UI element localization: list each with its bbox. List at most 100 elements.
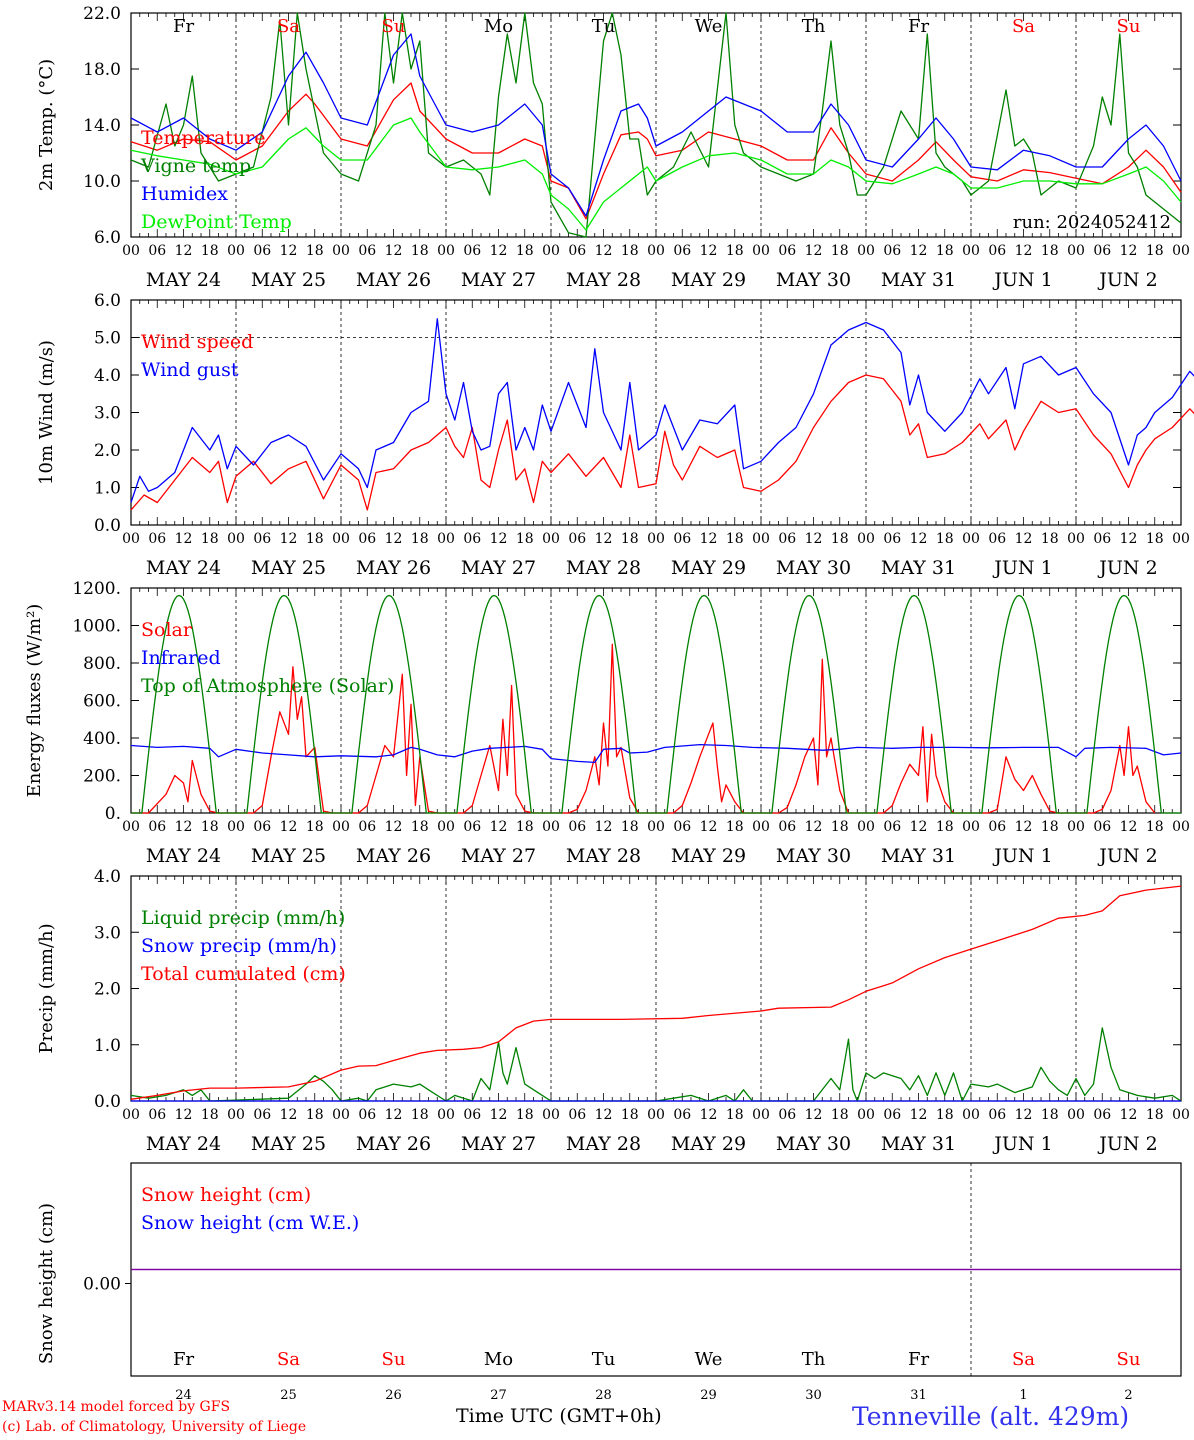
day-label: MAY 28 [566,269,641,291]
y-tick-label: 10.0 [83,172,121,192]
hour-tick-label: 18 [1041,819,1059,835]
hour-tick-label: 06 [1093,1107,1111,1123]
y-axis-label: 10m Wind (m/s) [36,340,57,485]
hour-tick-label: 00 [1067,243,1085,259]
hour-tick-label: 12 [490,243,508,259]
weekday-label: Th [802,1349,826,1370]
hour-tick-label: 00 [1067,819,1085,835]
weekday-label: Fr [173,16,194,37]
y-axis-label: Energy fluxes (W/m²) [24,604,45,798]
hour-tick-label: 12 [700,531,718,547]
weekday-label: Th [802,16,826,37]
day-label: JUN 2 [1097,1133,1157,1155]
day-label: MAY 25 [251,557,326,579]
hour-tick-label: 18 [831,531,849,547]
legend-entry: Total cumulated (cm) [141,963,346,985]
y-tick-label: 1.0 [94,1036,121,1056]
day-label: MAY 25 [251,269,326,291]
hour-tick-label: 18 [1041,1107,1059,1123]
hour-tick-label: 00 [752,1107,770,1123]
hour-tick-label: 00 [962,1107,980,1123]
y-tick-label: 3.0 [94,923,121,943]
weekday-label: Fr [908,1349,929,1370]
hour-tick-label: 06 [988,1107,1006,1123]
y-tick-label: 6.0 [94,228,121,248]
series-line-lightgreen [130,117,1182,231]
weekday-label: Su [382,1349,406,1370]
day-number-label: 1 [1019,1388,1027,1403]
day-number-label: 26 [385,1388,402,1403]
series-line-blue [130,743,1182,764]
panel-frame-wind [130,299,1182,526]
hour-tick-label: 12 [910,531,928,547]
day-label: JUN 2 [1097,557,1157,579]
y-axis-label: 2m Temp. (°C) [36,59,57,191]
hour-tick-label: 12 [385,819,403,835]
day-label: MAY 30 [776,269,851,291]
weekday-label: Tu [592,1349,616,1370]
hour-tick-label: 00 [122,531,140,547]
hour-tick-label: 06 [778,243,796,259]
hour-tick-label: 06 [778,819,796,835]
hour-tick-label: 18 [411,819,429,835]
hour-tick-label: 06 [883,243,901,259]
legend-entry: Snow height (cm W.E.) [141,1212,359,1234]
hour-tick-label: 00 [122,819,140,835]
y-tick-label: 200. [83,767,121,787]
hour-tick-label: 06 [673,1107,691,1123]
hour-tick-label: 00 [437,819,455,835]
hour-tick-label: 00 [332,531,350,547]
hour-tick-label: 00 [962,243,980,259]
hour-tick-label: 12 [175,531,193,547]
day-number-label: 29 [700,1388,717,1403]
hour-tick-label: 18 [1146,819,1164,835]
hour-tick-label: 06 [463,819,481,835]
series-line-red [130,374,1194,511]
hour-tick-label: 06 [253,243,271,259]
hour-tick-label: 06 [988,531,1006,547]
hour-tick-label: 18 [1041,243,1059,259]
day-label: JUN 1 [992,845,1052,867]
hour-tick-label: 06 [883,1107,901,1123]
weekday-label: Sa [1012,1349,1035,1370]
day-label: MAY 27 [461,269,536,291]
legend-entry: Infrared [141,647,221,669]
day-label: MAY 29 [671,269,746,291]
weekday-label: Sa [1012,16,1035,37]
hour-tick-label: 18 [201,819,219,835]
legend-entry: Snow height (cm) [141,1184,311,1206]
day-number-label: 27 [490,1388,507,1403]
hour-tick-label: 00 [857,819,875,835]
panel-frame-energy [130,587,1182,814]
hour-tick-label: 18 [621,531,639,547]
hour-tick-label: 00 [857,531,875,547]
y-tick-label: 4.0 [94,366,121,386]
hour-tick-label: 06 [148,243,166,259]
series-line-green [130,12,1182,238]
y-tick-label: 5.0 [94,329,121,349]
y-tick-label: 3.0 [94,404,121,424]
hour-tick-label: 00 [857,1107,875,1123]
hour-tick-label: 12 [280,243,298,259]
hour-tick-label: 00 [647,243,665,259]
hour-tick-label: 12 [805,819,823,835]
time-axis-title: Time UTC (GMT+0h) [456,1405,662,1427]
y-tick-label: 14.0 [83,116,121,136]
weekday-label: Su [382,16,406,37]
hour-tick-label: 06 [253,531,271,547]
day-label: MAY 24 [146,557,221,579]
day-label: JUN 2 [1097,269,1157,291]
hour-tick-label: 18 [936,243,954,259]
y-tick-label: 600. [83,692,121,712]
day-label: MAY 31 [881,845,956,867]
hour-tick-label: 06 [1093,819,1111,835]
hour-tick-label: 18 [1146,531,1164,547]
hour-tick-label: 18 [936,1107,954,1123]
hour-tick-label: 00 [437,531,455,547]
weekday-label: Su [1117,1349,1141,1370]
hour-tick-label: 06 [568,243,586,259]
hour-tick-label: 12 [385,1107,403,1123]
y-tick-label: 1.0 [94,479,121,499]
y-tick-label: 400. [83,729,121,749]
